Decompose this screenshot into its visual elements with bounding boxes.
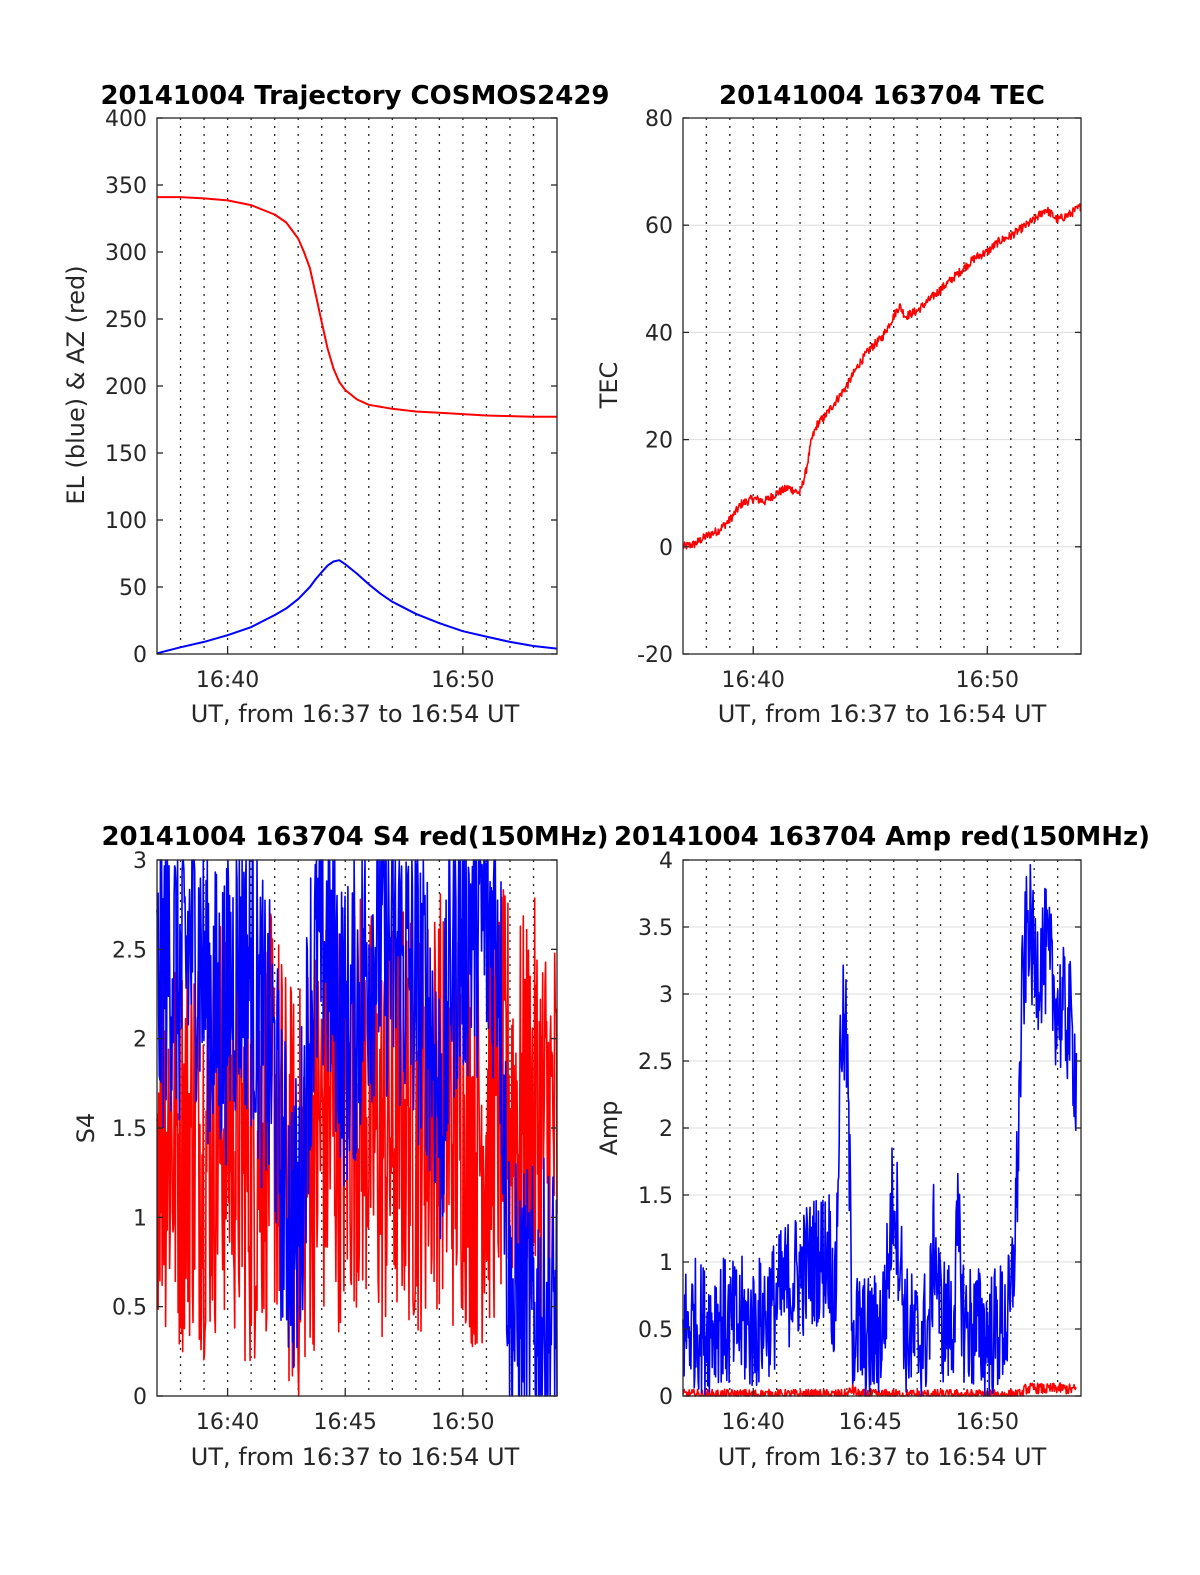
y-tick-label: 2.5: [112, 938, 147, 963]
x-axis-label: UT, from 16:37 to 16:54 UT: [191, 1443, 520, 1471]
y-tick-label: 4: [659, 849, 673, 874]
y-tick-label: 300: [105, 241, 147, 266]
x-tick-label: 16:50: [956, 1410, 1019, 1435]
panel-tec: 20141004 163704 TEC -20 0 20 40 60 80 16:40 16:…: [595, 81, 1082, 728]
chart-title: 20141004 163704 S4 red(150MHz): [101, 822, 608, 852]
y-tick-label: 150: [105, 442, 147, 467]
y-tick-label: 350: [105, 174, 147, 199]
series-line-0: [682, 203, 1082, 550]
y-tick-label: 0: [659, 1385, 673, 1410]
y-tick-label: 80: [645, 107, 673, 132]
panel-trajectory: 20141004 Trajectory COSMOS2429 0 50 100 150…: [62, 81, 610, 728]
plot-area: 0 0.5 1 1.5 2 2.5 3 16:40 16:45 16:50: [112, 849, 558, 1435]
series-line-1: [156, 859, 558, 1397]
panel-amp: 20141004 163704 Amp red(150MHz) 0 0.5 1 1.5…: [595, 822, 1150, 1471]
y-tick-label: 0: [659, 536, 673, 561]
y-tick-label: 3.5: [638, 916, 673, 941]
y-tick-label: 1: [133, 1206, 147, 1231]
series-line-0: [157, 196, 557, 418]
x-tick-label: 16:45: [839, 1410, 902, 1435]
y-tick-label: 0: [133, 643, 147, 668]
y-tick-label: 0: [133, 1385, 147, 1410]
x-tick-label: 16:40: [722, 668, 785, 693]
y-tick-label: 2: [133, 1028, 147, 1053]
x-tick-label: 16:40: [196, 668, 259, 693]
y-tick-label: 400: [105, 107, 147, 132]
y-tick-label: 1.5: [112, 1117, 147, 1142]
panel-s4: 20141004 163704 S4 red(150MHz) 0 0.5 1 1.5 2…: [72, 822, 609, 1471]
plot-area: 0 0.5 1 1.5 2 2.5 3 3.5 4 16:40 16:45 16:50: [638, 849, 1082, 1435]
y-tick-label: 3: [133, 849, 147, 874]
y-tick-label: 2: [659, 1117, 673, 1142]
y-axis-label: S4: [72, 1113, 100, 1144]
x-tick-label: 16:50: [431, 668, 494, 693]
x-tick-label: 16:40: [722, 1410, 785, 1435]
y-axis-label: EL (blue) & AZ (red): [62, 265, 90, 504]
axes-box: [682, 117, 1082, 655]
y-axis-label: Amp: [595, 1100, 623, 1155]
y-tick-label: 100: [105, 509, 147, 534]
y-tick-label: 0.5: [112, 1296, 147, 1321]
series-line-1: [682, 863, 1078, 1397]
x-tick-label: 16:45: [314, 1410, 377, 1435]
x-axis-label: UT, from 16:37 to 16:54 UT: [718, 700, 1047, 728]
x-tick-label: 16:40: [196, 1410, 259, 1435]
x-axis-label: UT, from 16:37 to 16:54 UT: [191, 700, 520, 728]
y-axis-label: TEC: [595, 362, 623, 410]
y-tick-label: 2.5: [638, 1050, 673, 1075]
y-tick-label: 60: [645, 214, 673, 239]
y-tick-label: 250: [105, 308, 147, 333]
y-tick-label: 1.5: [638, 1184, 673, 1209]
y-tick-label: 50: [119, 576, 147, 601]
y-tick-label: 40: [645, 321, 673, 346]
y-tick-label: 3: [659, 983, 673, 1008]
x-axis-label: UT, from 16:37 to 16:54 UT: [718, 1443, 1047, 1471]
plot-area: 0 50 100 150 200 250 300 350 400 16:40 16:50: [105, 107, 558, 693]
chart-title: 20141004 Trajectory COSMOS2429: [100, 81, 609, 111]
y-tick-label: 1: [659, 1251, 673, 1276]
plot-area: -20 0 20 40 60 80 16:40 16:50: [637, 107, 1082, 693]
chart-title: 20141004 163704 TEC: [719, 81, 1045, 111]
y-tick-label: 200: [105, 375, 147, 400]
y-tick-label: 0.5: [638, 1318, 673, 1343]
y-tick-label: 20: [645, 429, 673, 454]
x-tick-label: 16:50: [956, 668, 1019, 693]
series-line-1: [156, 559, 558, 655]
chart-title: 20141004 163704 Amp red(150MHz): [614, 822, 1150, 852]
x-tick-label: 16:50: [431, 1410, 494, 1435]
y-tick-label: -20: [637, 643, 673, 668]
